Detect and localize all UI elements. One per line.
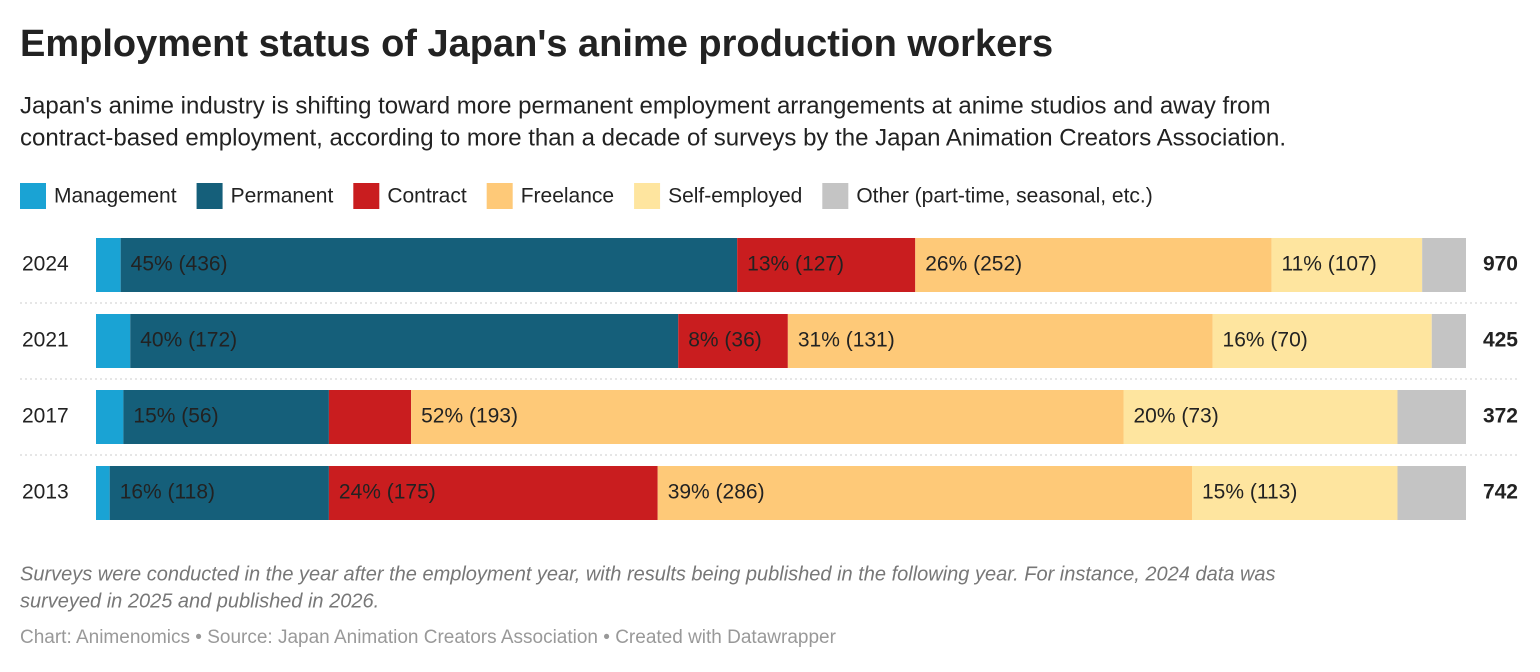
data-label: 13% (127) bbox=[747, 253, 844, 276]
legend-swatch bbox=[634, 183, 661, 209]
bar-segment bbox=[130, 314, 679, 368]
bar-segment bbox=[1212, 314, 1432, 368]
legend-label: Contract bbox=[387, 185, 467, 208]
bar-segment bbox=[96, 238, 121, 292]
bar-segment bbox=[1422, 238, 1466, 292]
bar-segment bbox=[328, 466, 658, 520]
data-label: 24% (175) bbox=[339, 481, 436, 504]
data-label: 39% (286) bbox=[668, 481, 765, 504]
data-label: 8% (36) bbox=[688, 329, 762, 352]
legend-swatch bbox=[822, 183, 849, 209]
y-tick-label: 2024 bbox=[22, 253, 69, 276]
legend-label: Self-employed bbox=[668, 185, 802, 208]
legend-swatch bbox=[486, 183, 513, 209]
note: Surveys were conducted in the year after… bbox=[20, 563, 1276, 585]
note: surveyed in 2025 and published in 2026. bbox=[20, 590, 379, 612]
data-label: 16% (70) bbox=[1223, 329, 1308, 352]
data-label: 15% (113) bbox=[1202, 481, 1297, 504]
bar-segment bbox=[678, 314, 788, 368]
subtitle: Japan's anime industry is shifting towar… bbox=[20, 92, 1271, 119]
bar-segment bbox=[1397, 390, 1466, 444]
data-label: 26% (252) bbox=[925, 253, 1022, 276]
legend-label: Permanent bbox=[231, 185, 334, 208]
bar-segment bbox=[1271, 238, 1423, 292]
bar-segment bbox=[737, 238, 916, 292]
data-label: 52% (193) bbox=[421, 405, 518, 428]
legend-swatch bbox=[353, 183, 380, 209]
y-tick-label: 2021 bbox=[22, 329, 69, 352]
credits: Chart: Animenomics • Source: Japan Anima… bbox=[20, 627, 837, 648]
bar-segment bbox=[657, 466, 1192, 520]
data-label: 45% (436) bbox=[131, 253, 228, 276]
total-label: 372 bbox=[1483, 405, 1518, 428]
data-label: 16% (118) bbox=[120, 481, 215, 504]
bar-segment bbox=[1397, 466, 1466, 520]
legend-swatch bbox=[20, 183, 46, 209]
legend-label: Freelance bbox=[521, 185, 614, 208]
data-label: 20% (73) bbox=[1134, 405, 1219, 428]
data-label: 31% (131) bbox=[798, 329, 895, 352]
bar-segment bbox=[1123, 390, 1398, 444]
bar-segment bbox=[96, 466, 110, 520]
bar-segment bbox=[1192, 466, 1398, 520]
bar-segment bbox=[96, 314, 131, 368]
data-label: 40% (172) bbox=[140, 329, 237, 352]
y-tick-label: 2013 bbox=[22, 481, 69, 504]
legend-label: Other (part-time, seasonal, etc.) bbox=[856, 185, 1152, 208]
total-label: 970 bbox=[1483, 253, 1518, 276]
bar-segment bbox=[120, 238, 738, 292]
bar-segment bbox=[109, 466, 329, 520]
total-label: 425 bbox=[1483, 329, 1518, 352]
data-label: 11% (107) bbox=[1281, 253, 1376, 276]
y-tick-label: 2017 bbox=[22, 405, 69, 428]
bar-segment bbox=[1431, 314, 1466, 368]
legend-swatch bbox=[196, 183, 223, 209]
chart-title: Employment status of Japan's anime produ… bbox=[20, 23, 1053, 65]
legend-label: Management bbox=[54, 185, 177, 208]
bar-segment bbox=[96, 390, 124, 444]
bar-segment bbox=[915, 238, 1272, 292]
bar-segment bbox=[411, 390, 1124, 444]
subtitle: contract-based employment, according to … bbox=[20, 124, 1286, 151]
data-label: 15% (56) bbox=[133, 405, 218, 428]
bar-segment bbox=[328, 390, 412, 444]
bar-segment bbox=[787, 314, 1213, 368]
total-label: 742 bbox=[1483, 481, 1518, 504]
bar-segment bbox=[123, 390, 329, 444]
